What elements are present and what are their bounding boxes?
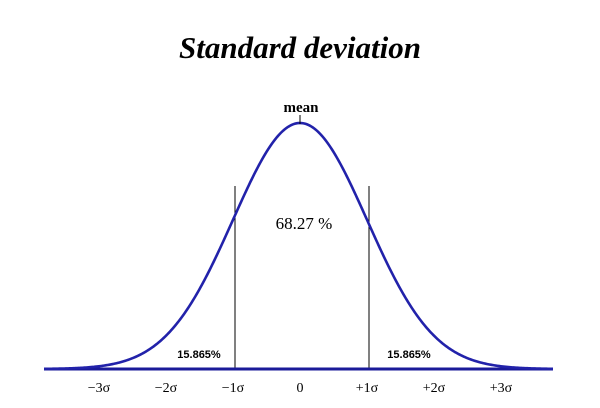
bell-curve [43,121,554,371]
right-tail-percent-label: 15.865% [387,349,431,361]
x-tick-label: −1σ [222,381,245,396]
x-tick-label: +3σ [490,381,513,396]
x-tick-label: −3σ [88,381,111,396]
x-tick-label: +2σ [423,381,446,396]
mean-label: mean [284,100,320,116]
x-tick-label: 0 [297,381,304,396]
center-percent-label: 68.27 % [276,214,333,233]
x-tick-label: −2σ [155,381,178,396]
chart-title: Standard deviation [179,30,421,65]
left-tail-percent-label: 15.865% [177,349,221,361]
x-tick-label: +1σ [356,381,379,396]
x-tick-labels: −3σ −2σ −1σ 0 +1σ +2σ +3σ [88,381,513,396]
